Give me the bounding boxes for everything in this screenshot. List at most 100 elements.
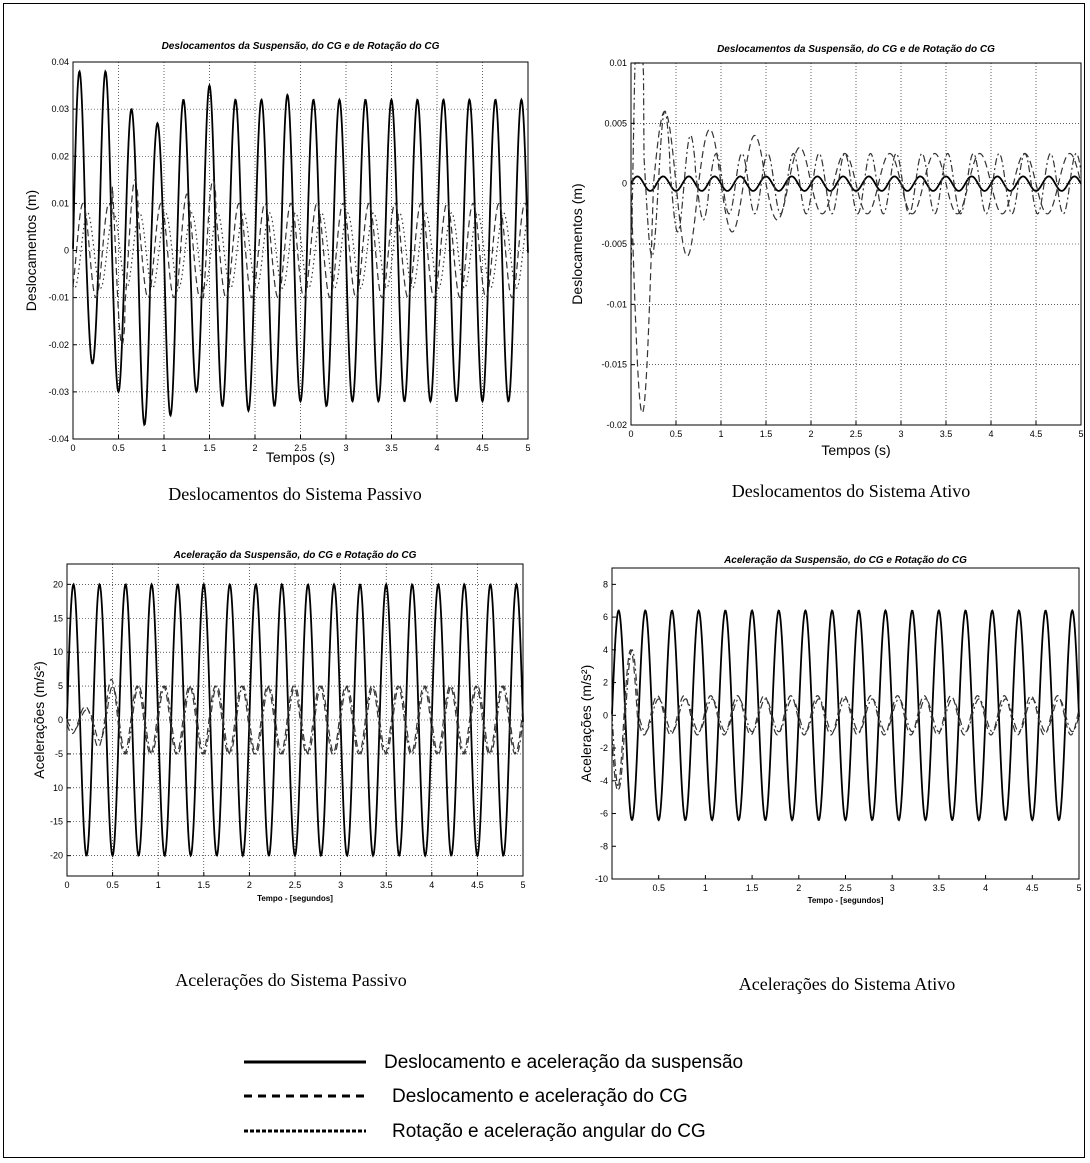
x-tick-label: 0.5 <box>670 429 683 439</box>
x-tick-label: 0.5 <box>106 880 119 890</box>
x-tick-label: 4 <box>429 880 434 890</box>
legend-label: Deslocamento e aceleração do CG <box>392 1086 688 1107</box>
y-axis-label: Deslocamentos (m) <box>569 183 585 304</box>
chart-title: Aceleração da Suspensão, do CG e Rotação… <box>173 550 417 561</box>
y-tick-label: -0.005 <box>601 239 627 249</box>
y-tick-label: -0.01 <box>48 293 69 303</box>
x-tick-label: 1 <box>161 443 166 453</box>
legend-label: Rotação e aceleração angular do CG <box>392 1121 706 1142</box>
chart-caption: Deslocamentos do Sistema Ativo <box>732 481 970 501</box>
x-tick-label: 3 <box>343 443 348 453</box>
x-tick-label: 4 <box>434 443 439 453</box>
y-axis-label: Acelerações (m/s²) <box>31 661 47 778</box>
x-tick-label: 1 <box>156 880 161 890</box>
y-tick-label: -6 <box>600 809 608 819</box>
legend: Deslocamento e aceleração da suspensão De… <box>244 1052 743 1142</box>
y-tick-label: -0.04 <box>48 434 69 444</box>
chart-title: Deslocamentos da Suspensão, do CG e de R… <box>717 44 995 55</box>
y-tick-label: -2 <box>600 743 608 753</box>
y-tick-label: 0.01 <box>51 198 69 208</box>
x-tick-label: 4 <box>988 429 993 439</box>
y-tick-label: 0 <box>603 710 608 720</box>
chart-panel-1: Deslocamentos da Suspensão, do CG e de R… <box>23 41 531 504</box>
y-tick-label: 10 <box>53 647 63 657</box>
y-tick-label: -0.01 <box>606 299 627 309</box>
x-tick-label: 0 <box>64 880 69 890</box>
y-tick-label: -0.02 <box>48 340 69 350</box>
x-tick-label: 3 <box>338 880 343 890</box>
y-tick-label: -0.02 <box>606 420 627 430</box>
x-tick-label: 1.5 <box>198 880 211 890</box>
x-tick-label: 5 <box>525 443 530 453</box>
y-tick-label: 4 <box>603 645 608 655</box>
x-tick-label: 4.5 <box>476 443 489 453</box>
x-tick-label: 0.5 <box>652 883 665 893</box>
x-tick-label: 4 <box>983 883 988 893</box>
x-tick-label: 1 <box>703 883 708 893</box>
y-tick-label: 10 <box>53 783 63 793</box>
series-line-suspension <box>612 611 1079 821</box>
x-axis-label: Tempo - [segundos] <box>808 896 884 905</box>
y-tick-label: 15 <box>53 613 63 623</box>
x-tick-label: 2 <box>796 883 801 893</box>
y-tick-label: 0 <box>622 179 627 189</box>
y-axis-label: Acelerações (m/s²) <box>578 665 594 782</box>
x-tick-label: 4.5 <box>1030 429 1043 439</box>
x-tick-label: 3.5 <box>933 883 946 893</box>
x-tick-label: 0 <box>628 429 633 439</box>
series-line-cg <box>612 650 1079 789</box>
y-tick-label: 5 <box>58 681 63 691</box>
chart-caption: Deslocamentos do Sistema Passivo <box>168 484 421 504</box>
chart-caption: Acelerações do Sistema Ativo <box>739 974 955 994</box>
x-axis-label: Tempos (s) <box>821 442 890 458</box>
y-axis-label: Deslocamentos (m) <box>23 190 39 311</box>
x-axis-label: Tempos (s) <box>266 449 335 465</box>
x-tick-label: 2.5 <box>850 429 863 439</box>
y-tick-label: 0.04 <box>51 57 69 67</box>
x-tick-label: 2 <box>252 443 257 453</box>
y-tick-label: 0.005 <box>604 118 627 128</box>
x-tick-label: 4.5 <box>1026 883 1039 893</box>
x-tick-label: 0 <box>70 443 75 453</box>
y-tick-label: 20 <box>53 579 63 589</box>
plot-area-frame <box>612 568 1079 879</box>
y-tick-label: -0.03 <box>48 387 69 397</box>
series-line-rotation <box>612 650 1079 789</box>
y-tick-label: 0 <box>58 715 63 725</box>
x-tick-label: 1.5 <box>760 429 773 439</box>
x-tick-label: 3.5 <box>380 880 393 890</box>
legend-label: Deslocamento e aceleração da suspensão <box>384 1052 743 1073</box>
y-tick-label: 0.01 <box>609 58 627 68</box>
y-tick-label: -8 <box>600 841 608 851</box>
x-tick-label: 5 <box>1078 429 1083 439</box>
x-tick-label: 3.5 <box>940 429 953 439</box>
y-tick-label: -0.015 <box>601 360 627 370</box>
y-tick-label: -4 <box>600 776 608 786</box>
chart-caption: Acelerações do Sistema Passivo <box>175 970 406 990</box>
x-tick-label: 2 <box>247 880 252 890</box>
x-tick-label: 1.5 <box>203 443 216 453</box>
x-tick-label: 1 <box>718 429 723 439</box>
chart-panel-2: Deslocamentos da Suspensão, do CG e de R… <box>569 44 1084 501</box>
x-tick-label: 4.5 <box>471 880 484 890</box>
x-tick-label: 3 <box>898 429 903 439</box>
y-tick-label: 6 <box>603 612 608 622</box>
x-tick-label: 5 <box>520 880 525 890</box>
y-tick-label: 8 <box>603 579 608 589</box>
x-tick-label: 3 <box>890 883 895 893</box>
y-tick-label: 2 <box>603 678 608 688</box>
chart-panel-4: Aceleração da Suspensão, do CG e Rotação… <box>578 555 1082 994</box>
y-tick-label: -10 <box>595 874 608 884</box>
chart-title: Aceleração da Suspensão, do CG e Rotação… <box>723 555 967 566</box>
x-tick-label: 2.5 <box>839 883 852 893</box>
y-tick-label: 0 <box>64 246 69 256</box>
x-axis-label: Tempo - [segundos] <box>257 894 333 903</box>
x-tick-label: 3.5 <box>385 443 398 453</box>
y-tick-label: -20 <box>50 851 63 861</box>
x-tick-label: 0.5 <box>112 443 125 453</box>
chart-title: Deslocamentos da Suspensão, do CG e de R… <box>162 41 440 52</box>
chart-panel-3: Aceleração da Suspensão, do CG e Rotação… <box>31 550 526 990</box>
y-tick-label: -15 <box>50 817 63 827</box>
x-tick-label: 5 <box>1076 883 1081 893</box>
